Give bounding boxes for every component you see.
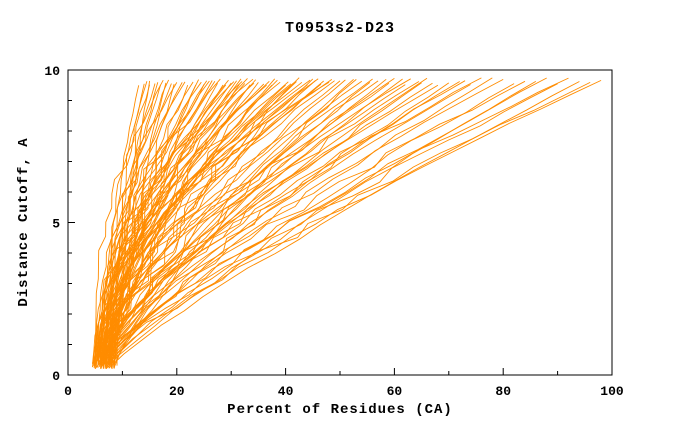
x-axis-label: Percent of Residues (CA) bbox=[227, 402, 453, 418]
model-curve bbox=[97, 83, 558, 366]
model-curve bbox=[92, 82, 433, 364]
model-curve bbox=[113, 78, 403, 368]
x-tick-label: 20 bbox=[169, 384, 185, 399]
model-curve bbox=[100, 81, 591, 365]
model-curve bbox=[94, 81, 330, 367]
model-curve bbox=[94, 79, 164, 365]
model-curve bbox=[105, 78, 248, 367]
model-curve bbox=[105, 80, 363, 364]
x-tick-label: 0 bbox=[64, 384, 72, 399]
model-curve bbox=[105, 79, 602, 368]
model-curve bbox=[105, 82, 450, 366]
model-curve bbox=[111, 80, 324, 368]
x-tick-label: 60 bbox=[387, 384, 403, 399]
model-curve bbox=[100, 80, 466, 366]
model-curve bbox=[97, 84, 471, 364]
y-tick-label: 10 bbox=[44, 64, 60, 79]
model-curve bbox=[97, 80, 379, 364]
y-tick-label: 5 bbox=[52, 217, 60, 232]
model-curve bbox=[102, 77, 482, 369]
chart-title: T0953s2-D23 bbox=[284, 20, 396, 37]
model-curve bbox=[100, 84, 439, 364]
model-curve bbox=[108, 82, 422, 365]
model-curve bbox=[100, 80, 270, 365]
model-curve bbox=[113, 81, 303, 365]
model-curve bbox=[94, 82, 390, 365]
model-curve bbox=[94, 83, 515, 369]
model-curve bbox=[102, 80, 335, 367]
model-curve bbox=[95, 79, 311, 363]
model-curve bbox=[94, 79, 346, 367]
x-tick-label: 100 bbox=[600, 384, 624, 399]
x-tick-label: 40 bbox=[278, 384, 294, 399]
model-curve bbox=[94, 77, 428, 365]
model-curve bbox=[100, 81, 420, 365]
model-curve bbox=[100, 80, 526, 368]
x-tick-label: 80 bbox=[495, 384, 511, 399]
model-curve bbox=[103, 77, 569, 364]
y-tick-label: 0 bbox=[52, 369, 60, 384]
